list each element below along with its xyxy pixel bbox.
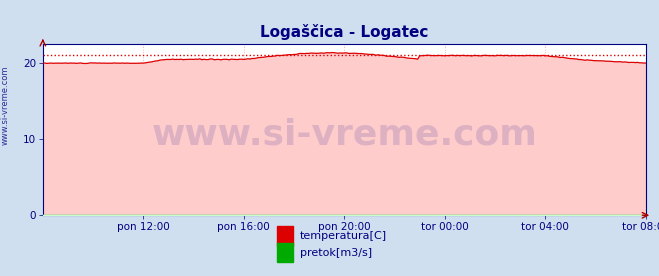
Text: pretok[m3/s]: pretok[m3/s]	[300, 248, 372, 258]
Text: temperatura[C]: temperatura[C]	[300, 231, 387, 241]
Title: Logaščica - Logatec: Logaščica - Logatec	[260, 24, 428, 40]
Text: www.si-vreme.com: www.si-vreme.com	[1, 65, 10, 145]
Text: www.si-vreme.com: www.si-vreme.com	[152, 118, 537, 152]
